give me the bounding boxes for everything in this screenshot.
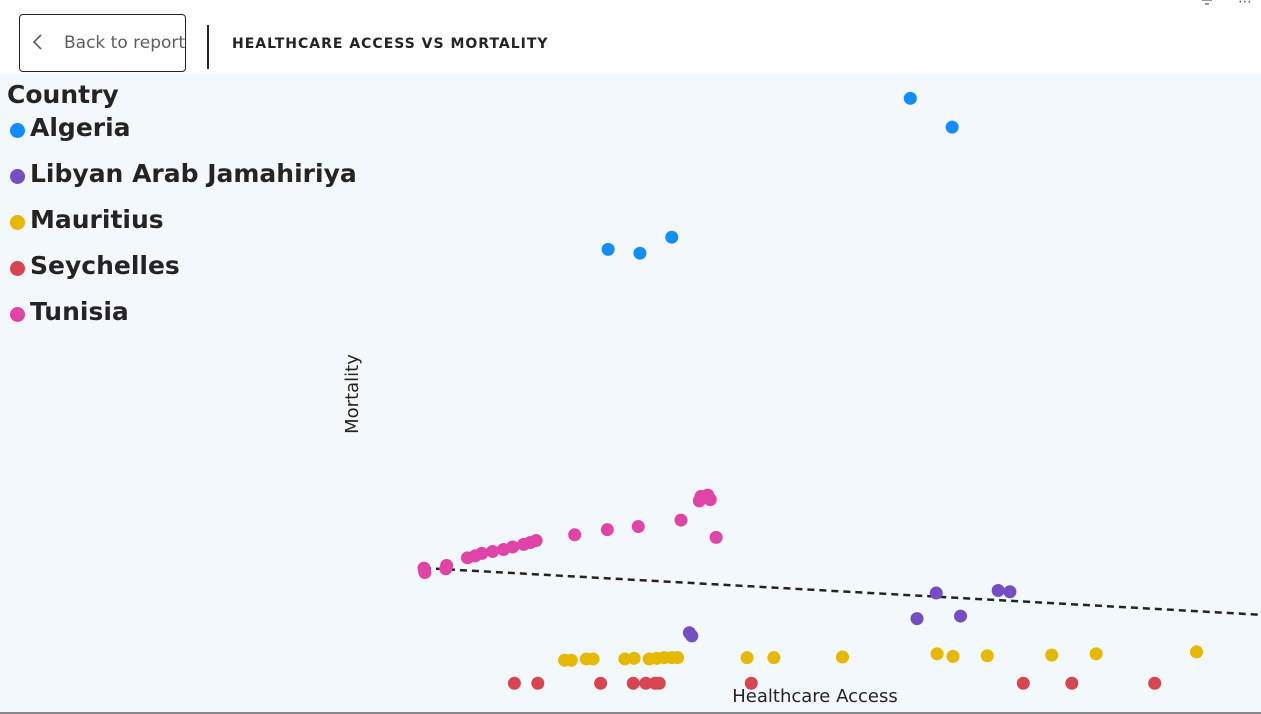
legend-dot-icon bbox=[10, 307, 25, 322]
data-point-seychelles-6[interactable] bbox=[652, 676, 666, 690]
data-point-mauritius-13[interactable] bbox=[836, 650, 849, 664]
legend-dot-icon bbox=[10, 261, 25, 276]
data-point-libyan-arab-jamahiriya-1[interactable] bbox=[685, 629, 699, 643]
data-point-mauritius-4[interactable] bbox=[618, 652, 632, 666]
legend-item-mauritius[interactable]: Mauritius bbox=[7, 205, 164, 253]
legend-label-libyan-arab-jamahiriya: Libyan Arab Jamahiriya bbox=[30, 159, 357, 188]
data-point-tunisia-20[interactable] bbox=[703, 493, 717, 507]
data-point-libyan-arab-jamahiriya-2[interactable] bbox=[910, 612, 924, 626]
more-options-icon[interactable]: ⋯ bbox=[1238, 0, 1252, 10]
data-point-mauritius-16[interactable] bbox=[980, 649, 994, 663]
legend: Country Algeria Libyan Arab Jamahiriya Mau… bbox=[7, 80, 357, 345]
x-axis-label: Healthcare Access bbox=[732, 686, 897, 707]
report-header: Back to report HEALTHCARE ACCESS VS MORT… bbox=[0, 0, 1261, 74]
data-point-tunisia-9[interactable] bbox=[506, 540, 520, 554]
legend-dot-icon bbox=[10, 215, 25, 230]
legend-item-tunisia[interactable]: Tunisia bbox=[7, 297, 129, 345]
legend-items: Algeria Libyan Arab Jamahiriya Mauritius Se… bbox=[7, 113, 357, 345]
header-divider bbox=[207, 25, 209, 69]
data-point-libyan-arab-jamahiriya-4[interactable] bbox=[954, 609, 968, 623]
data-point-tunisia-3[interactable] bbox=[439, 562, 453, 576]
data-point-tunisia-21[interactable] bbox=[709, 530, 723, 544]
data-point-tunisia-7[interactable] bbox=[486, 544, 500, 558]
legend-label-algeria: Algeria bbox=[30, 113, 131, 142]
legend-label-tunisia: Tunisia bbox=[30, 297, 129, 326]
data-point-seychelles-9[interactable] bbox=[1065, 676, 1079, 690]
back-to-report-button[interactable]: Back to report bbox=[19, 14, 186, 72]
data-point-algeria-3[interactable] bbox=[633, 246, 647, 260]
data-point-seychelles-7[interactable] bbox=[744, 676, 758, 690]
data-point-mauritius-18[interactable] bbox=[1089, 647, 1103, 661]
data-point-mauritius-12[interactable] bbox=[767, 651, 781, 665]
data-point-seychelles-10[interactable] bbox=[1148, 676, 1162, 690]
legend-dot-icon bbox=[10, 169, 25, 184]
data-point-tunisia-13[interactable] bbox=[568, 528, 582, 542]
data-point-tunisia-1[interactable] bbox=[418, 566, 432, 580]
filter-icon[interactable] bbox=[1199, 0, 1215, 10]
data-point-tunisia-16[interactable] bbox=[674, 513, 688, 527]
data-point-tunisia-15[interactable] bbox=[631, 519, 645, 533]
data-point-algeria-1[interactable] bbox=[945, 120, 959, 134]
data-point-mauritius-10[interactable] bbox=[671, 651, 685, 665]
chevron-left-icon bbox=[32, 34, 42, 50]
data-point-tunisia-6[interactable] bbox=[475, 546, 489, 560]
data-point-tunisia-14[interactable] bbox=[600, 523, 614, 537]
chart-canvas bbox=[0, 74, 1261, 712]
data-point-libyan-arab-jamahiriya-6[interactable] bbox=[1003, 585, 1017, 599]
data-point-mauritius-3[interactable] bbox=[586, 652, 600, 666]
data-point-mauritius-15[interactable] bbox=[946, 649, 960, 663]
data-point-seychelles-0[interactable] bbox=[507, 676, 521, 690]
data-point-seychelles-4[interactable] bbox=[639, 676, 653, 690]
data-point-algeria-2[interactable] bbox=[601, 242, 615, 256]
legend-title: Country bbox=[7, 80, 119, 109]
data-point-mauritius-11[interactable] bbox=[740, 651, 754, 665]
data-point-mauritius-14[interactable] bbox=[930, 647, 944, 661]
data-point-tunisia-12[interactable] bbox=[529, 534, 543, 548]
data-point-mauritius-1[interactable] bbox=[564, 653, 578, 667]
legend-item-libyan-arab-jamahiriya[interactable]: Libyan Arab Jamahiriya bbox=[7, 159, 357, 207]
data-point-seychelles-2[interactable] bbox=[594, 676, 608, 690]
data-point-seychelles-3[interactable] bbox=[626, 676, 640, 690]
legend-label-seychelles: Seychelles bbox=[30, 251, 180, 280]
data-point-libyan-arab-jamahiriya-3[interactable] bbox=[929, 586, 943, 600]
points-layer bbox=[417, 91, 1204, 690]
legend-label-mauritius: Mauritius bbox=[30, 205, 164, 234]
data-point-seychelles-1[interactable] bbox=[531, 676, 545, 690]
data-point-algeria-0[interactable] bbox=[903, 91, 917, 105]
data-point-seychelles-8[interactable] bbox=[1016, 676, 1030, 690]
legend-item-seychelles[interactable]: Seychelles bbox=[7, 251, 180, 299]
data-point-mauritius-5[interactable] bbox=[627, 651, 641, 665]
legend-item-algeria[interactable]: Algeria bbox=[7, 113, 131, 161]
back-to-report-label: Back to report bbox=[64, 33, 186, 53]
data-point-libyan-arab-jamahiriya-5[interactable] bbox=[991, 583, 1005, 597]
data-point-algeria-4[interactable] bbox=[665, 230, 679, 244]
data-point-mauritius-17[interactable] bbox=[1045, 648, 1059, 662]
y-axis-label: Mortality bbox=[342, 354, 363, 434]
page-title: HEALTHCARE ACCESS VS MORTALITY bbox=[232, 36, 549, 52]
trendline-layer bbox=[423, 566, 1261, 617]
bottom-border bbox=[0, 712, 1261, 714]
data-point-mauritius-19[interactable] bbox=[1190, 645, 1204, 659]
legend-dot-icon bbox=[10, 123, 25, 138]
trendline bbox=[423, 566, 1261, 617]
